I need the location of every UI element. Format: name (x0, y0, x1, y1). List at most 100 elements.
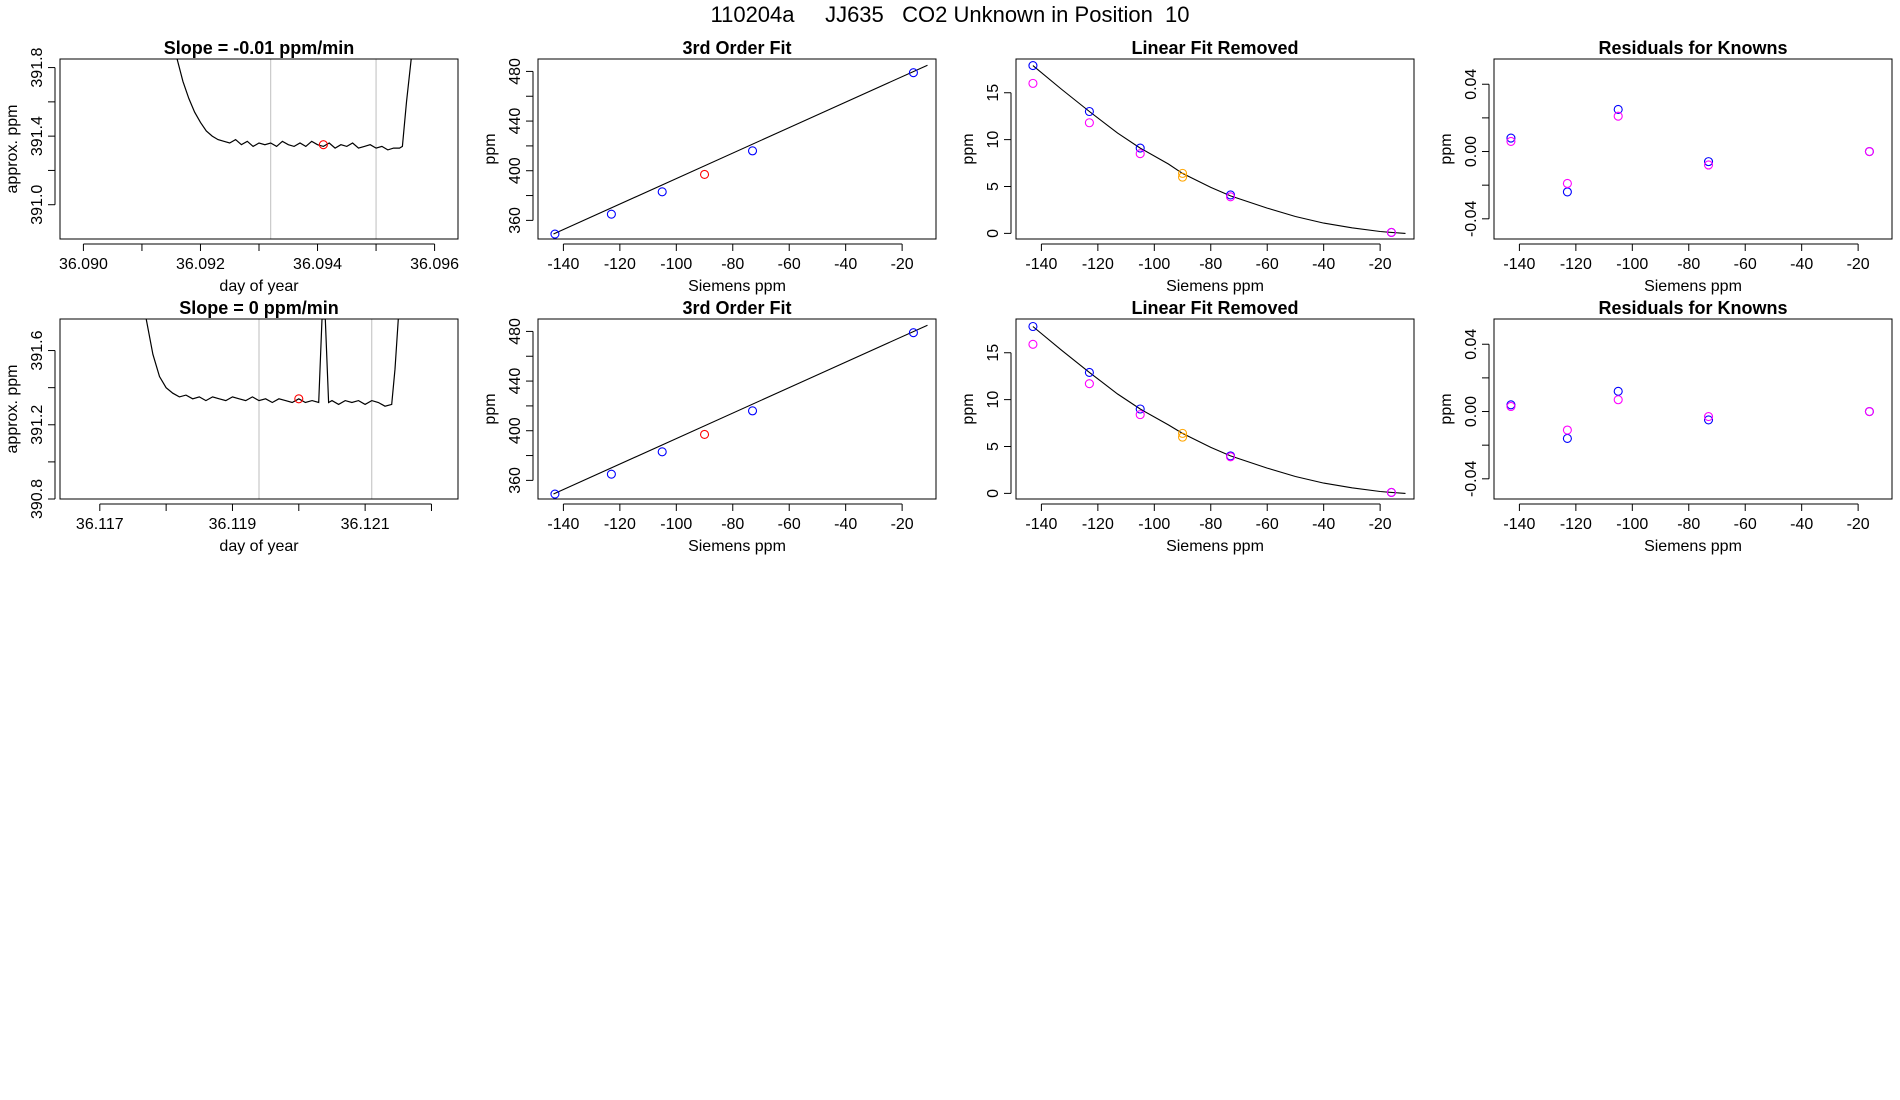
plot-area (1028, 61, 1406, 237)
y-tick-label: 440 (507, 108, 524, 135)
y-tick-label: 10 (985, 131, 1002, 149)
plot-area (550, 64, 928, 239)
plot-frame (59, 58, 459, 240)
data-point-unknown (699, 169, 710, 179)
x-tick-label: -120 (604, 516, 636, 533)
x-axis-label: Siemens ppm (1166, 538, 1264, 555)
data-point-known-alt (1613, 111, 1623, 121)
x-tick-label: -20 (1847, 516, 1870, 533)
y-tick-label: 391.0 (29, 185, 46, 225)
plot-frame (537, 58, 937, 240)
y-tick-label: 400 (507, 417, 524, 444)
y-tick-label: 0.04 (1463, 69, 1480, 100)
y-tick-label: 391.2 (29, 405, 46, 445)
x-tick-label: -120 (1560, 256, 1592, 273)
plot-area (550, 324, 928, 499)
data-point-known (657, 187, 667, 197)
x-tick-label: -20 (891, 516, 914, 533)
x-tick-label: -40 (834, 256, 857, 273)
x-tick-label: 36.090 (59, 256, 108, 273)
x-tick-label: -100 (1138, 256, 1170, 273)
data-point-known-alt (1386, 227, 1396, 237)
plot-title: 3rd Order Fit (682, 298, 791, 318)
x-tick-label: -140 (1025, 516, 1057, 533)
data-point-known-alt (1386, 487, 1396, 497)
x-tick-label: -120 (604, 256, 636, 273)
y-tick-label: 5 (985, 182, 1002, 191)
x-tick-label: 36.094 (293, 256, 342, 273)
y-tick-label: 391.8 (29, 47, 46, 87)
y-axis-label: approx. ppm (4, 365, 21, 454)
x-tick-label: 36.121 (341, 516, 390, 533)
data-point-known-alt (1613, 395, 1623, 405)
x-tick-label: -60 (1256, 256, 1279, 273)
data-point-unknown (318, 140, 328, 150)
x-axis-label: day of year (219, 278, 299, 295)
plot-frame (1015, 58, 1415, 240)
x-tick-label: -140 (1025, 256, 1057, 273)
data-point-known (1135, 143, 1145, 153)
y-tick-label: -0.04 (1463, 200, 1480, 237)
data-point-unknown-alt (1177, 428, 1188, 438)
y-tick-label: 10 (985, 391, 1002, 409)
data-point-known (1028, 321, 1038, 332)
fit-line (1032, 326, 1406, 494)
data-point-known (747, 146, 758, 156)
data-point-known (606, 469, 616, 479)
data-point-known-alt (1703, 160, 1714, 170)
x-axis-label: Siemens ppm (688, 278, 786, 295)
data-point-known (550, 229, 560, 239)
plot-title: Slope = 0 ppm/min (179, 298, 339, 318)
plot-panel-p24: Residuals for Knowns -140 -120 -100 -80 -60 -4… (1438, 298, 1893, 555)
x-axis-label: Siemens ppm (1644, 538, 1742, 555)
y-axis-label: ppm (960, 393, 977, 424)
y-axis-label: ppm (482, 393, 499, 424)
plot-title: 3rd Order Fit (682, 38, 791, 58)
x-tick-label: -60 (1734, 256, 1757, 273)
y-tick-label: 0.00 (1463, 396, 1480, 427)
data-point-known (1084, 106, 1094, 117)
y-tick-label: 440 (507, 368, 524, 395)
data-point-known-alt (1506, 401, 1516, 412)
data-point-known (1703, 415, 1714, 425)
x-tick-label: -60 (1256, 516, 1279, 533)
x-tick-label: -40 (834, 516, 857, 533)
y-tick-label: 0 (985, 229, 1002, 238)
data-point-known (1613, 104, 1623, 115)
data-point-known (908, 328, 918, 338)
data-point-unknown-alt (1177, 432, 1188, 442)
plot-frame (1015, 318, 1415, 500)
plot-panel-p21: Slope = 0 ppm/min 36.117 36.119 36.121 day o… (4, 298, 459, 555)
data-point-known-alt (1864, 146, 1874, 157)
plot-panel-p14: Residuals for Knowns -140 -120 -100 -80 -60 -4… (1438, 38, 1893, 295)
x-axis-label: Siemens ppm (1166, 278, 1264, 295)
data-point-known-alt (1225, 192, 1236, 202)
x-tick-label: -40 (1312, 516, 1335, 533)
trace-line (145, 319, 399, 407)
data-point-known (1506, 133, 1516, 143)
plot-area (1506, 104, 1874, 197)
x-tick-label: -100 (660, 256, 692, 273)
y-axis-label: ppm (1438, 133, 1455, 164)
y-tick-label: 360 (507, 467, 524, 494)
fit-line (1032, 65, 1406, 234)
plot-area (1028, 321, 1406, 497)
x-tick-label: -120 (1082, 256, 1114, 273)
data-point-unknown (294, 394, 304, 404)
y-tick-label: 391.6 (29, 330, 46, 370)
y-tick-label: 391.4 (29, 116, 46, 156)
x-tick-label: -40 (1312, 256, 1335, 273)
data-point-known (908, 68, 918, 78)
y-tick-label: 15 (985, 84, 1002, 102)
plot-frame (1493, 318, 1893, 500)
x-tick-label: -80 (721, 256, 744, 273)
data-point-known (1562, 187, 1572, 197)
data-point-known-alt (1703, 412, 1714, 422)
x-tick-label: -80 (1677, 516, 1700, 533)
data-point-known (1135, 404, 1145, 414)
plot-panel-p22: 3rd Order Fit -140 -120 -100 -80 -60 -40 -20 Sie… (482, 298, 937, 555)
y-tick-label: 390.8 (29, 479, 46, 519)
data-point-known (550, 489, 560, 499)
x-tick-label: -60 (1734, 516, 1757, 533)
plot-panel-p13: Linear Fit Removed -140 -120 -100 -80 -60 -40 -… (960, 38, 1415, 295)
